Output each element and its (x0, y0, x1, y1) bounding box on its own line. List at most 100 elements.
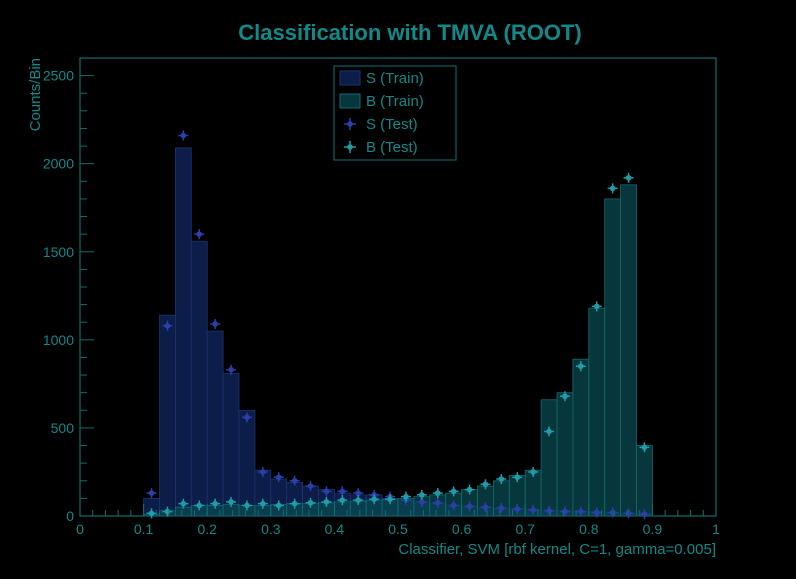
point (448, 500, 459, 511)
bar (636, 445, 653, 517)
point (321, 496, 332, 507)
x-tick-label: 0.7 (515, 521, 535, 537)
point (178, 130, 189, 141)
point (639, 442, 650, 453)
point (194, 500, 205, 511)
point (416, 489, 427, 500)
point (448, 486, 459, 497)
test-points (146, 130, 650, 520)
point (544, 426, 555, 437)
legend-swatch (339, 93, 361, 109)
point (257, 498, 268, 509)
chart-title: Classification with TMVA (ROOT) (238, 20, 581, 45)
point (400, 491, 411, 502)
point (528, 504, 539, 515)
point (528, 466, 539, 477)
point (512, 472, 523, 483)
point (273, 500, 284, 511)
point (146, 488, 157, 499)
legend-entry: B (Train) (339, 93, 424, 110)
bar (174, 147, 192, 517)
legend-swatch (339, 70, 361, 86)
point (210, 318, 221, 329)
point (496, 503, 507, 514)
x-tick-label: 0.2 (197, 521, 217, 537)
point (607, 183, 618, 194)
point (289, 498, 300, 509)
legend-entry: S (Train) (339, 70, 424, 87)
bar (604, 198, 622, 517)
point (337, 486, 348, 497)
point (591, 507, 602, 518)
bar (238, 409, 256, 517)
point (575, 361, 586, 372)
point (226, 364, 237, 375)
point (480, 502, 491, 513)
point (639, 509, 650, 520)
bar (556, 392, 574, 517)
point (321, 486, 332, 497)
point (289, 475, 300, 486)
point (464, 484, 475, 495)
point (305, 481, 316, 492)
legend-label: B (Train) (366, 93, 424, 110)
bar (620, 184, 637, 517)
point (464, 501, 475, 512)
x-tick-label: 0 (76, 521, 84, 537)
point (480, 479, 491, 490)
point (432, 488, 443, 499)
point (353, 495, 364, 506)
bar (206, 330, 224, 517)
point (337, 495, 348, 506)
x-tick-label: 0.6 (452, 521, 472, 537)
point (162, 320, 173, 331)
x-axis-label: Classifier, SVM [rbf kernel, C=1, gamma=… (398, 541, 716, 558)
x-tick-label: 1 (712, 521, 720, 537)
x-tick-label: 0.1 (134, 521, 154, 537)
y-tick-label: 0 (66, 508, 74, 524)
legend-marker (347, 121, 353, 127)
legend-entry: S (Test) (344, 116, 418, 133)
bar (588, 307, 606, 517)
x-tick-label: 0.9 (643, 521, 663, 537)
point (210, 498, 221, 509)
point (623, 172, 634, 183)
point (257, 466, 268, 477)
x-tick-label: 0.3 (261, 521, 281, 537)
legend: S (Train) B (Train) S (Test) B (Test) (333, 65, 457, 161)
legend-label: B (Test) (366, 139, 418, 156)
point (385, 494, 396, 505)
x-tick-label: 0.8 (579, 521, 599, 537)
y-tick-label: 1000 (43, 332, 74, 348)
series-background-test (146, 172, 650, 519)
legend-label: S (Test) (366, 116, 418, 133)
point (432, 497, 443, 508)
point (194, 229, 205, 240)
y-tick-label: 500 (51, 420, 75, 436)
point (226, 496, 237, 507)
bar (540, 399, 558, 517)
y-axis-label: Counts/Bin (27, 58, 44, 131)
point (512, 503, 523, 514)
legend-entry: B (Test) (344, 139, 418, 156)
point (496, 474, 507, 485)
bar (190, 240, 208, 517)
bar (222, 372, 240, 517)
point (591, 301, 602, 312)
point (146, 508, 157, 519)
y-tick-label: 2500 (43, 68, 74, 84)
point (369, 494, 380, 505)
legend-marker (347, 144, 353, 150)
bar (572, 358, 590, 517)
y-tick-label: 1500 (43, 244, 74, 260)
histogram-bars (143, 147, 653, 517)
x-tick-label: 0.4 (325, 521, 345, 537)
point (273, 472, 284, 483)
point (178, 498, 189, 509)
axes: 0 0.1 0.2 0.3 0.4 0.5 0.6 0.7 0.8 0.9 1 0 500 1000 150… (43, 57, 720, 537)
legend-label: S (Train) (366, 70, 424, 87)
point (241, 500, 252, 511)
bar (159, 314, 176, 517)
